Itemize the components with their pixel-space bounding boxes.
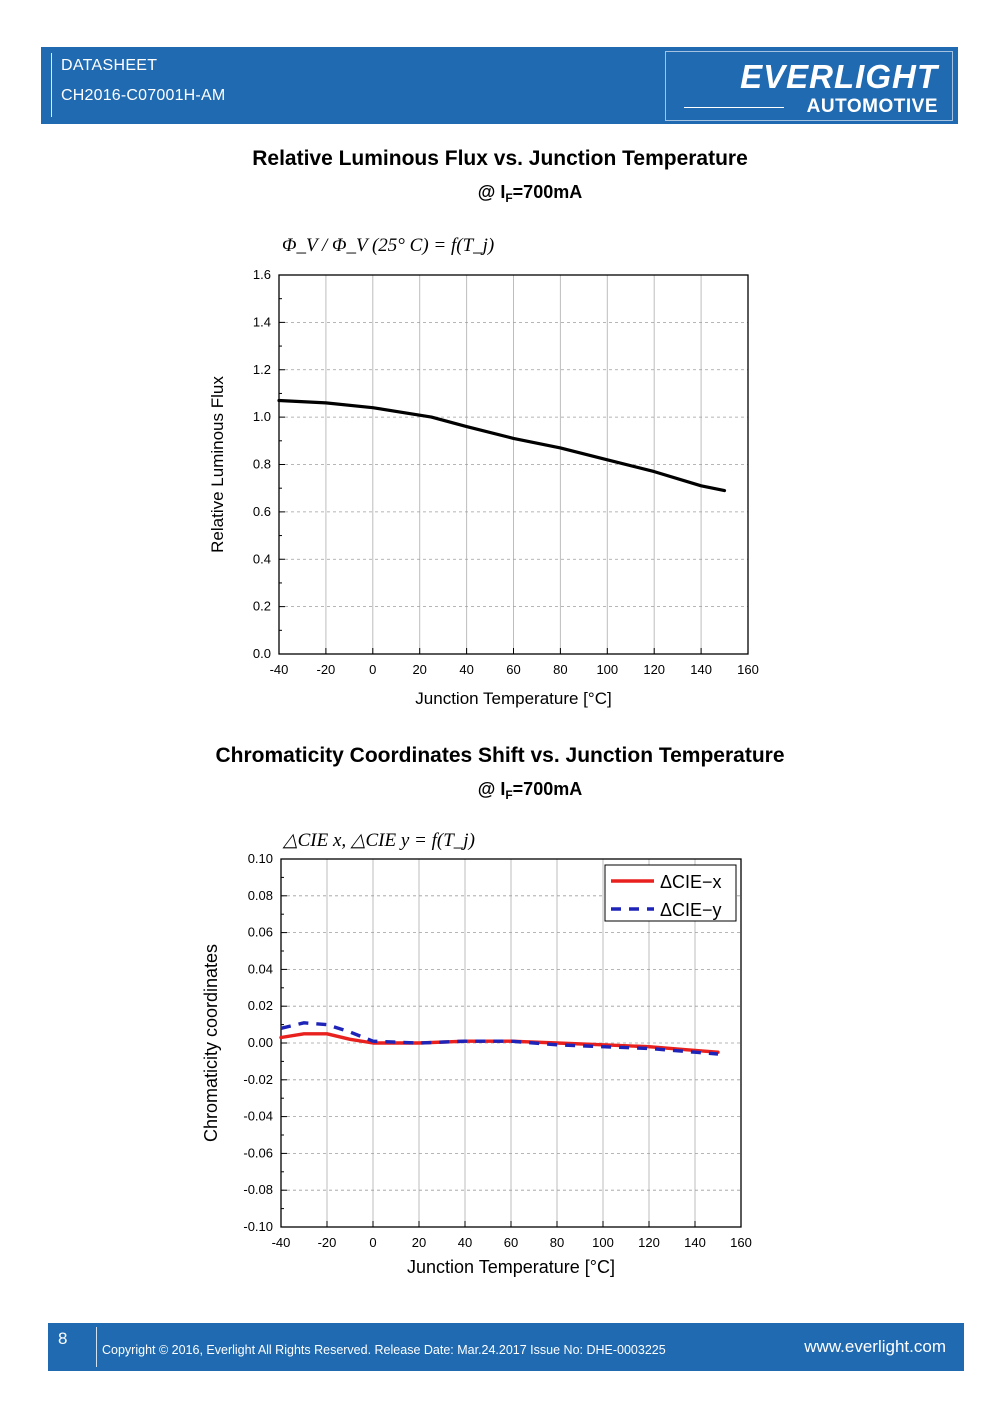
x-tick-label: 0 <box>369 662 376 677</box>
page-number: 8 <box>58 1329 68 1348</box>
y-tick-label: 0.04 <box>248 961 273 976</box>
x-tick-label: 140 <box>684 1235 706 1250</box>
website-link[interactable]: www.everlight.com <box>804 1337 946 1356</box>
part-number: CH2016-C07001H-AM <box>61 87 226 104</box>
y-axis-label: Relative Luminous Flux <box>208 376 227 553</box>
page-footer: 8 Copyright © 2016, Everlight All Rights… <box>48 1323 964 1371</box>
series-line-1 <box>280 1021 719 1056</box>
y-tick-label: -0.10 <box>243 1219 273 1234</box>
footer-divider <box>96 1327 97 1367</box>
header-divider <box>51 53 52 117</box>
y-tick-label: -0.02 <box>243 1072 273 1087</box>
chart1-condition-prefix: @ I <box>477 182 506 202</box>
chart1-condition: @ IF=700mA <box>0 182 1000 205</box>
chart1-formula: Φ_V / Φ_V (25° C) = f(T_j) <box>282 235 494 256</box>
y-tick-label: -0.04 <box>243 1109 273 1124</box>
y-tick-label: 0.06 <box>248 925 273 940</box>
doc-type: DATASHEET <box>61 57 158 74</box>
x-tick-label: -40 <box>272 1235 291 1250</box>
x-tick-label: 160 <box>730 1235 752 1250</box>
brand-logo: EVERLIGHT AUTOMOTIVE <box>665 51 953 121</box>
y-tick-label: -0.08 <box>243 1182 273 1197</box>
x-tick-label: 120 <box>643 662 665 677</box>
chart2-condition-suffix: =700mA <box>512 779 583 799</box>
x-tick-label: 120 <box>638 1235 660 1250</box>
copyright-text: Copyright © 2016, Everlight All Rights R… <box>102 1343 666 1357</box>
brand-name: EVERLIGHT <box>740 58 938 95</box>
x-axis-label: Junction Temperature [°C] <box>415 689 611 708</box>
y-axis-label: Chromaticity coordinates <box>201 944 221 1142</box>
x-tick-label: 20 <box>412 662 426 677</box>
chart2-condition-prefix: @ I <box>477 779 506 799</box>
x-axis-label: Junction Temperature [°C] <box>407 1257 615 1277</box>
chart2-condition: @ IF=700mA <box>0 779 1000 802</box>
x-tick-label: 40 <box>458 1235 472 1250</box>
brand-rule <box>684 107 784 108</box>
y-tick-label: 0.6 <box>253 504 271 519</box>
y-tick-label: 0.08 <box>248 888 273 903</box>
legend-label-0: ΔCIE−x <box>660 872 722 892</box>
legend-box <box>604 864 737 922</box>
chart2-svg: △CIE x, △CIE y = f(T_j) -40 -20 0 20 40 60 80 10… <box>201 830 752 1277</box>
brand-subtitle: AUTOMOTIVE <box>806 96 938 117</box>
x-tick-label: 20 <box>412 1235 426 1250</box>
x-tick-label: 160 <box>737 662 759 677</box>
x-tick-label: -40 <box>270 662 289 677</box>
y-tick-label: -0.06 <box>243 1145 273 1160</box>
y-tick-label: 0.02 <box>248 998 273 1013</box>
y-tick-label: 0.8 <box>253 457 271 472</box>
x-tick-label: 140 <box>690 662 712 677</box>
y-tick-label: 1.6 <box>253 267 271 282</box>
page-header: DATASHEET CH2016-C07001H-AM EVERLIGHT AU… <box>41 47 958 124</box>
chart2-condition-sub: F <box>505 788 513 802</box>
series-line-0 <box>277 398 727 493</box>
y-tick-label: 0.0 <box>253 646 271 661</box>
y-tick-label: 0.4 <box>253 551 271 566</box>
y-tick-label: 1.4 <box>253 314 271 329</box>
x-tick-label: 40 <box>459 662 473 677</box>
x-tick-label: 80 <box>553 662 567 677</box>
y-tick-label: 1.0 <box>253 409 271 424</box>
chart1-condition-suffix: =700mA <box>512 182 583 202</box>
x-tick-label: 100 <box>596 662 618 677</box>
x-tick-label: -20 <box>317 662 336 677</box>
chart2-title: Chromaticity Coordinates Shift vs. Junct… <box>215 744 785 767</box>
y-tick-label: 1.2 <box>253 362 271 377</box>
y-tick-label: 0.2 <box>253 599 271 614</box>
chart1-condition-sub: F <box>505 191 513 205</box>
y-tick-label: 0.00 <box>248 1035 273 1050</box>
chart1-title: Relative Luminous Flux vs. Junction Temp… <box>252 147 748 170</box>
x-tick-label: -20 <box>318 1235 337 1250</box>
x-tick-label: 0 <box>369 1235 376 1250</box>
chart1-svg: Φ_V / Φ_V (25° C) = f(T_j) -40 -20 0 20 40 60 8… <box>208 235 759 708</box>
chart2-formula: △CIE x, △CIE y = f(T_j) <box>282 830 475 851</box>
x-tick-label: 100 <box>592 1235 614 1250</box>
x-tick-label: 80 <box>550 1235 564 1250</box>
y-tick-label: 0.10 <box>248 851 273 866</box>
x-tick-label: 60 <box>506 662 520 677</box>
legend-label-1: ΔCIE−y <box>660 900 722 920</box>
x-tick-label: 60 <box>504 1235 518 1250</box>
chart2-legend: ΔCIE−x ΔCIE−y <box>604 864 737 922</box>
